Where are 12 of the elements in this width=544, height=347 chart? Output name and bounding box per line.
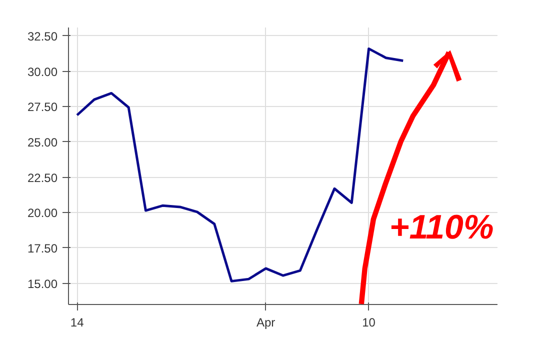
x-tick-label: Apr [256, 316, 276, 330]
y-tick-label: 17.50 [27, 241, 58, 256]
y-tick-label: 27.50 [27, 100, 58, 114]
y-tick-label: 15.00 [27, 276, 58, 291]
annotation: +110% [389, 208, 494, 247]
y-tick-label: 20.00 [27, 206, 58, 220]
x-tick-label: 14 [70, 316, 84, 330]
y-tick-label: 25.00 [27, 135, 58, 150]
y-tick-label: 32.50 [27, 29, 58, 44]
x-tick-label: 10 [362, 316, 376, 330]
y-tick-label: 30.00 [27, 64, 58, 79]
y-tick-label: 22.50 [27, 170, 58, 185]
